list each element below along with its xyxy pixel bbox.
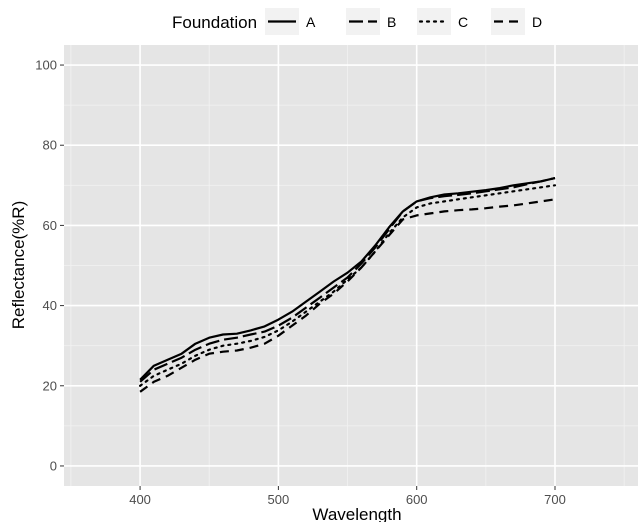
y-tick-label: 20 <box>43 378 57 393</box>
y-tick-label: 80 <box>43 138 57 153</box>
x-tick-label: 600 <box>406 492 428 507</box>
y-tick-label: 0 <box>50 458 57 473</box>
y-tick-label: 40 <box>43 298 57 313</box>
legend-label-d: D <box>532 14 542 30</box>
minor-gridlines <box>64 45 638 486</box>
series-line-d <box>139 198 556 393</box>
x-tick-label: 500 <box>268 492 290 507</box>
y-axis: 0 20 40 60 80 100 <box>35 58 64 473</box>
x-axis-title: Wavelength <box>312 505 401 522</box>
series-line-b <box>139 177 556 383</box>
legend-label-c: C <box>458 14 468 30</box>
legend-title: Foundation <box>172 13 257 32</box>
y-tick-label: 60 <box>43 218 57 233</box>
x-axis: 400 500 600 700 <box>129 486 566 507</box>
major-gridlines <box>64 45 638 486</box>
legend-label-b: B <box>387 14 396 30</box>
x-tick-label: 400 <box>129 492 151 507</box>
legend: Foundation A B C D <box>172 8 542 35</box>
series-line-a <box>139 177 556 381</box>
y-axis-title: Reflectance(%R) <box>9 201 28 330</box>
legend-label-a: A <box>306 14 316 30</box>
x-tick-label: 700 <box>544 492 566 507</box>
y-tick-label: 100 <box>35 58 57 73</box>
series-line-c <box>139 184 557 387</box>
series-lines <box>139 177 557 393</box>
